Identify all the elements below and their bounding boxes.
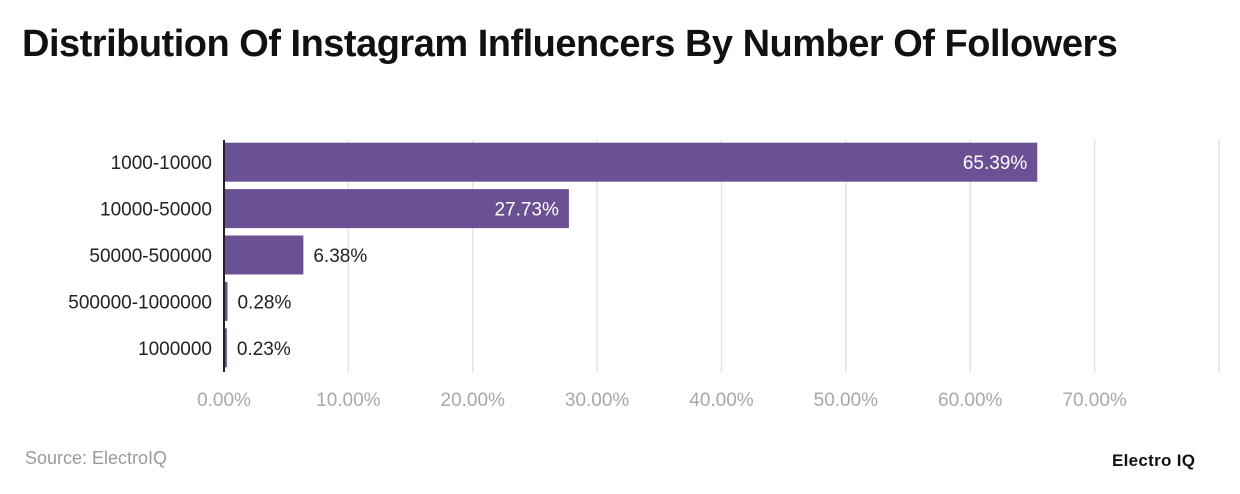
data-label: 6.38% (313, 246, 367, 267)
source-note: Source: ElectroIQ (25, 448, 168, 468)
x-tick-label: 60.00% (938, 390, 1003, 411)
bar (224, 281, 228, 321)
x-tick-label: 20.00% (441, 390, 506, 411)
category-label: 1000-10000 (111, 153, 212, 174)
category-label: 500000-1000000 (68, 292, 212, 313)
x-tick-label: 40.00% (689, 390, 754, 411)
category-label: 10000-50000 (100, 200, 212, 221)
data-label: 27.73% (494, 200, 559, 221)
x-tick-label: 50.00% (814, 390, 879, 411)
x-tick-label: 70.00% (1062, 390, 1127, 411)
bar (224, 189, 569, 229)
bar (224, 328, 227, 368)
x-tick-label: 10.00% (316, 390, 381, 411)
bar (224, 142, 1038, 182)
category-label: 1000000 (138, 339, 212, 360)
brand-logo: Electro IQ (1112, 451, 1196, 470)
data-label: 65.39% (963, 153, 1028, 174)
category-label: 50000-500000 (89, 246, 212, 267)
chart-title: Distribution Of Instagram Influencers By… (22, 23, 1118, 65)
x-tick-label: 30.00% (565, 390, 630, 411)
x-tick-label: 0.00% (197, 390, 251, 411)
data-label: 0.28% (237, 292, 291, 313)
data-label: 0.23% (237, 339, 291, 360)
bar (224, 235, 304, 275)
